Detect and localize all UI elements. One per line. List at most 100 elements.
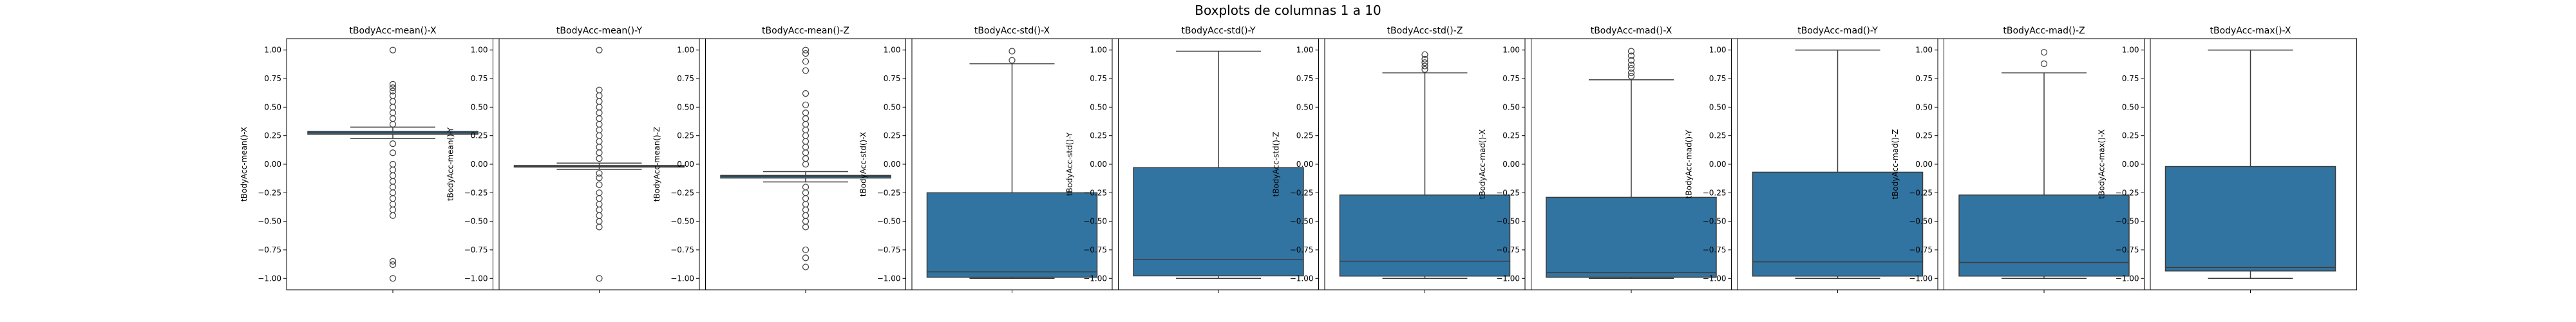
outlier-point	[802, 46, 810, 53]
y-tick-label: 0.75	[1296, 74, 1314, 83]
y-tick-label: 1.00	[2122, 46, 2139, 55]
subplot-title: tBodyAcc-std()-X	[974, 26, 1050, 36]
outlier-point	[1421, 62, 1428, 70]
y-tick-label: 0.00	[471, 160, 488, 169]
outlier-point	[802, 263, 810, 270]
subplot-title: tBodyAcc-mean()-Z	[762, 26, 849, 36]
y-axis-label: tBodyAcc-mean()-Y	[446, 127, 455, 201]
y-tick-label: 0.75	[2122, 74, 2139, 83]
axes-frame	[2144, 38, 2357, 290]
outlier-point	[1627, 52, 1635, 59]
y-tick-label: 0.50	[264, 102, 281, 111]
y-tick-label: 0.50	[1090, 102, 1107, 111]
y-tick-label: 1.00	[884, 46, 901, 55]
y-tick-label: 0.00	[677, 160, 694, 169]
outlier-point	[1627, 73, 1635, 80]
y-tick-label: 0.00	[2122, 160, 2139, 169]
y-tick-label: 1.00	[1915, 46, 1933, 55]
y-tick-label: −1.00	[1909, 274, 1933, 283]
outlier-point	[1627, 48, 1635, 55]
y-tick-label: 0.25	[884, 131, 901, 140]
y-tick-label: 0.50	[1709, 102, 1727, 111]
y-tick-label: −1.00	[877, 274, 901, 283]
y-tick-label: 0.00	[1502, 160, 1520, 169]
y-tick-label: 0.75	[884, 74, 901, 83]
y-tick-label: −1.00	[1496, 274, 1520, 283]
y-tick-label: 0.00	[1296, 160, 1314, 169]
subplot-title: tBodyAcc-mad()-Y	[1797, 26, 1878, 36]
subplot-1: tBodyAcc-mean()-X tBodyAcc-mean()-X −1.00 −…	[240, 26, 500, 293]
outlier-point	[1421, 55, 1428, 63]
y-tick-label: −0.75	[464, 245, 488, 254]
subplot-5: tBodyAcc-std()-Y tBodyAcc-std()-Y −1.00 −0.…	[1065, 26, 1325, 293]
outlier-point	[1627, 57, 1635, 64]
iqr-box	[1958, 194, 2130, 277]
subplot-title: tBodyAcc-mad()-X	[1591, 26, 1672, 36]
outlier-point	[596, 46, 603, 53]
y-tick-label: −0.25	[877, 188, 901, 197]
y-axis-label: tBodyAcc-mean()-X	[240, 127, 249, 202]
outlier-point	[596, 275, 603, 282]
outlier-point	[389, 84, 397, 91]
y-axis-label: tBodyAcc-std()-Z	[1272, 131, 1281, 196]
axes-frame	[1112, 38, 1325, 290]
y-tick-label: −0.25	[1290, 188, 1314, 197]
subplot-title: tBodyAcc-mean()-X	[349, 26, 437, 36]
outlier-point	[596, 175, 603, 182]
y-tick-label: −1.00	[2116, 274, 2139, 283]
y-tick-label: 0.25	[2122, 131, 2139, 140]
y-tick-label: 0.00	[264, 160, 281, 169]
y-tick-label: 0.50	[884, 102, 901, 111]
y-tick-label: −0.50	[464, 217, 488, 226]
y-tick-label: −0.50	[258, 217, 281, 226]
outlier-point	[802, 67, 810, 74]
y-tick-label: 0.25	[471, 131, 488, 140]
y-tick-label: −0.75	[1290, 245, 1314, 254]
y-tick-label: 0.25	[1915, 131, 1933, 140]
y-axis-label: tBodyAcc-std()-Y	[1065, 132, 1074, 196]
y-tick-label: −1.00	[670, 274, 694, 283]
y-tick-label: 0.50	[1296, 102, 1314, 111]
iqr-box	[1133, 167, 1304, 277]
y-tick-label: −0.25	[1083, 188, 1107, 197]
y-tick-label: −0.50	[877, 217, 901, 226]
y-tick-label: 0.75	[264, 74, 281, 83]
y-tick-label: 0.25	[264, 131, 281, 140]
y-tick-label: 0.50	[1915, 102, 1933, 111]
outlier-point	[1627, 64, 1635, 72]
y-axis-label: tBodyAcc-mad()-Y	[1685, 129, 1694, 198]
outlier-point	[1627, 61, 1635, 68]
y-tick-label: 0.00	[1090, 160, 1107, 169]
y-tick-label: 0.50	[677, 102, 694, 111]
y-tick-label: −1.00	[1703, 274, 1727, 283]
y-tick-label: 1.00	[1090, 46, 1107, 55]
y-tick-label: −0.50	[1909, 217, 1933, 226]
y-tick-label: 0.25	[1296, 131, 1314, 140]
subplot-title: tBodyAcc-mean()-Y	[556, 26, 643, 36]
y-tick-label: −0.25	[2116, 188, 2139, 197]
y-tick-label: −0.25	[464, 188, 488, 197]
y-tick-label: 1.00	[1502, 46, 1520, 55]
y-tick-label: −1.00	[1083, 274, 1107, 283]
y-axis-label: tBodyAcc-mad()-Z	[1891, 129, 1900, 199]
y-axis-label: tBodyAcc-mean()-Z	[652, 127, 661, 202]
y-tick-label: −0.25	[1909, 188, 1933, 197]
outlier-point	[802, 246, 810, 254]
y-tick-label: −0.25	[1703, 188, 1727, 197]
outlier-point	[389, 275, 397, 282]
iqr-box	[1339, 194, 1511, 277]
y-tick-label: −0.75	[877, 245, 901, 254]
y-tick-label: −0.75	[670, 245, 694, 254]
y-tick-label: −0.25	[258, 188, 281, 197]
axes-frame	[1318, 38, 1531, 290]
outlier-point	[389, 261, 397, 269]
y-tick-label: 0.75	[1915, 74, 1933, 83]
outlier-point	[802, 58, 810, 65]
y-tick-label: 0.50	[471, 102, 488, 111]
y-tick-label: 0.75	[1090, 74, 1107, 83]
y-axis-label: tBodyAcc-max()-X	[2098, 129, 2107, 199]
y-tick-label: 0.25	[1502, 131, 1520, 140]
outlier-point	[389, 46, 397, 53]
y-tick-label: 1.00	[471, 46, 488, 55]
y-tick-label: 0.00	[1915, 160, 1933, 169]
